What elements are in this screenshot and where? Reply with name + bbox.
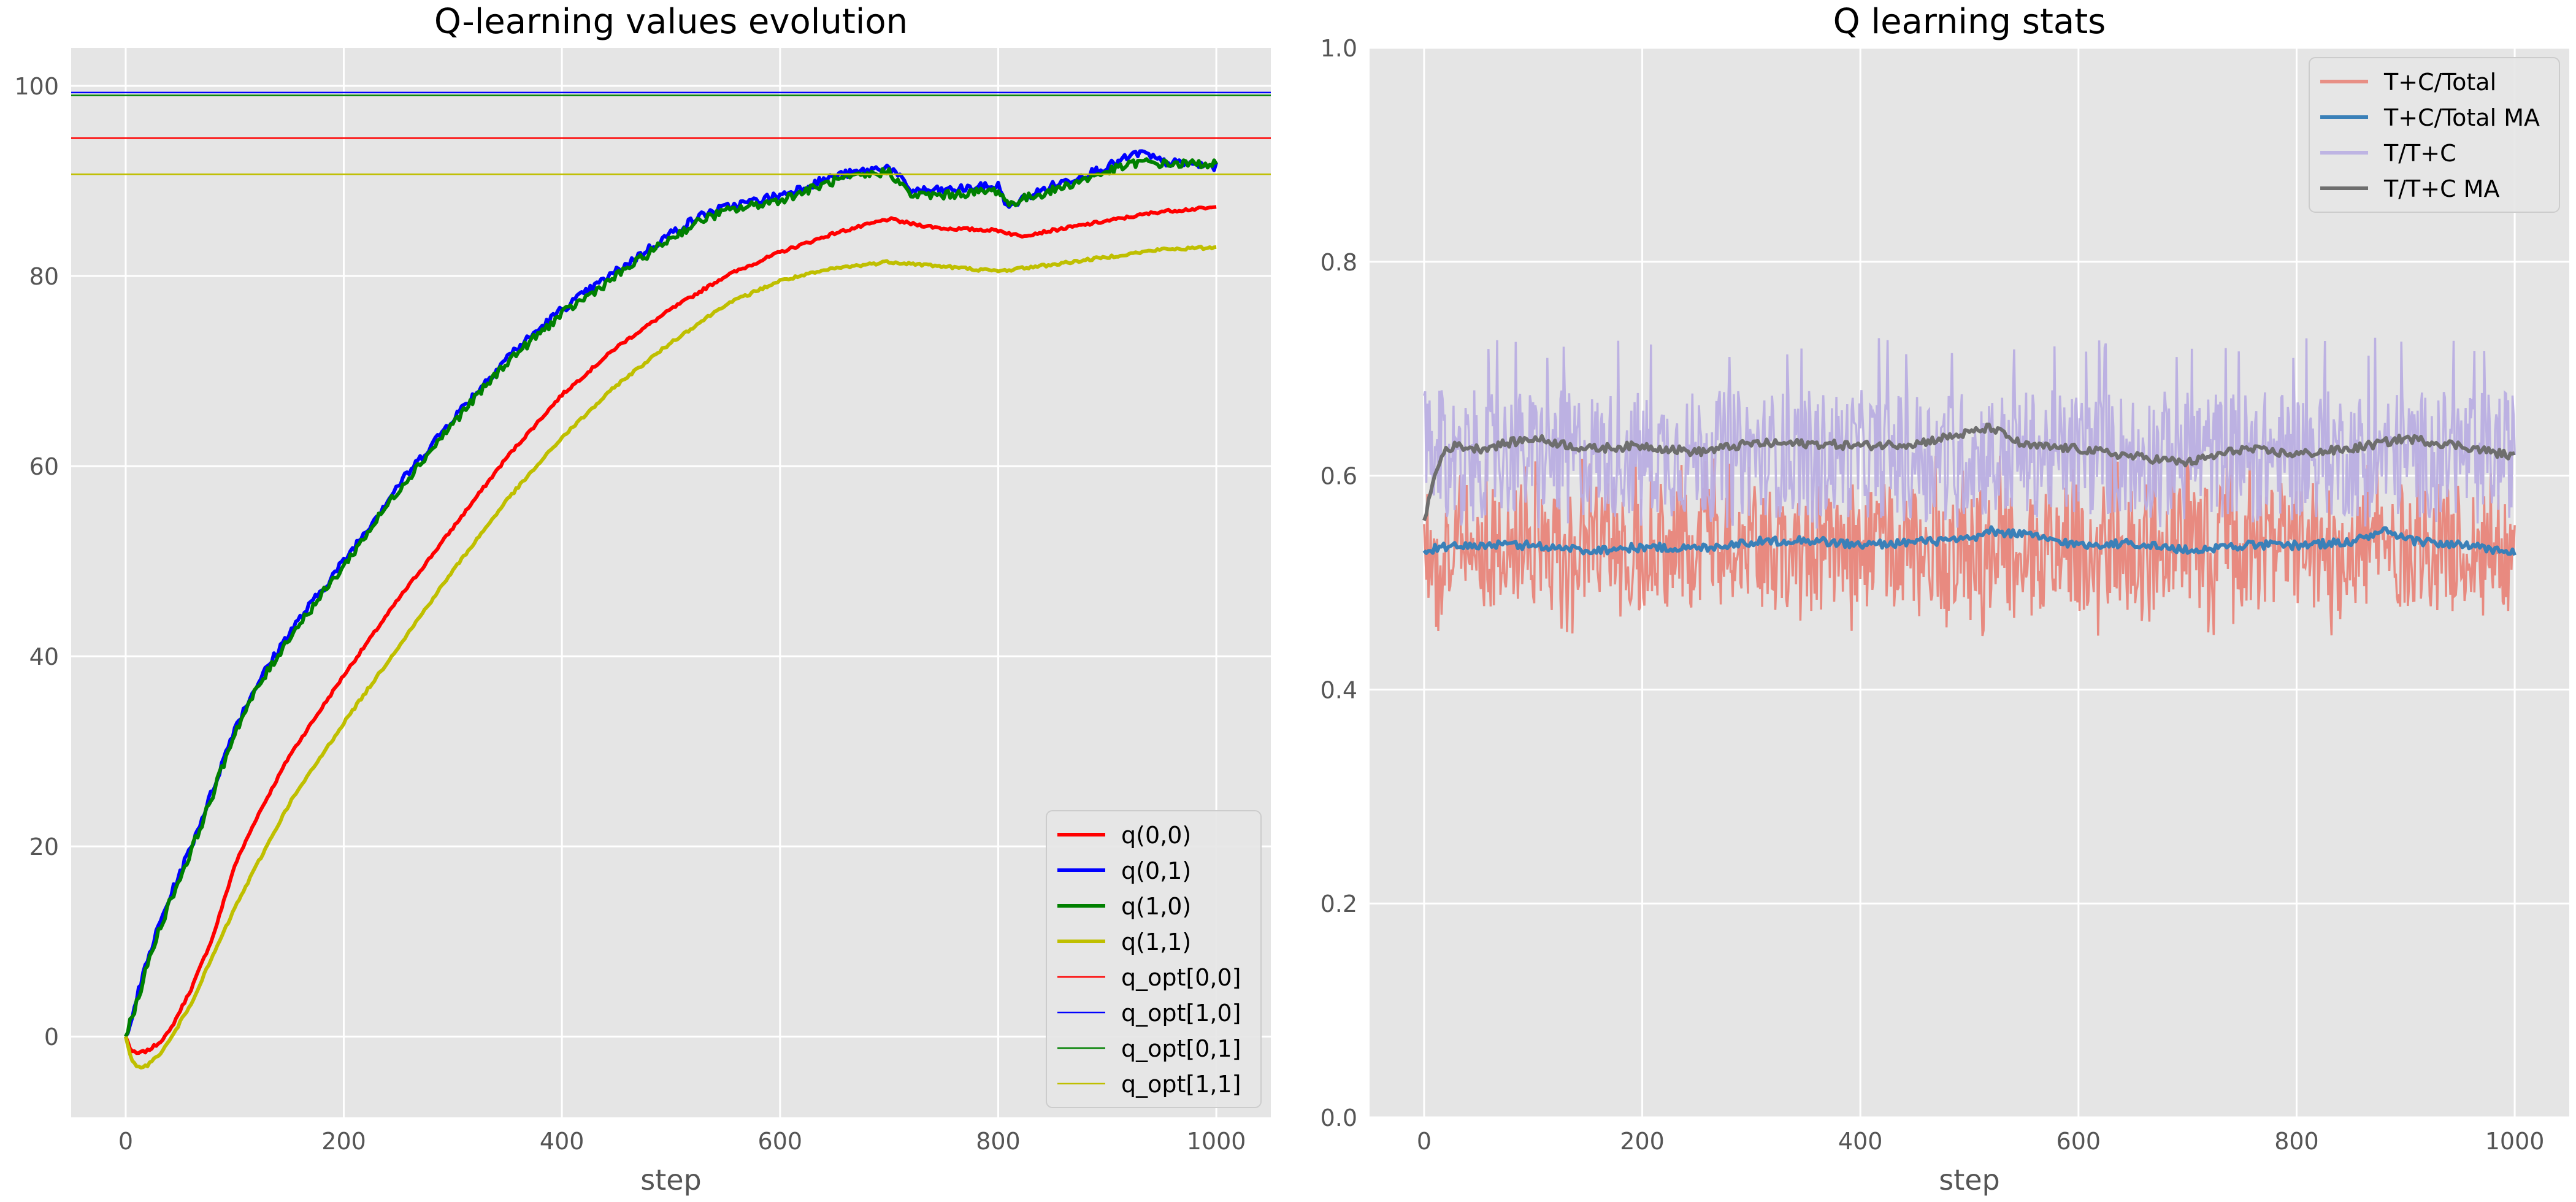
chart-title: Q learning stats <box>1833 2 2106 42</box>
legend: q(0,0) q(0,1) q(1,0) q(1,1) q_opt[0,0] q_opt[… <box>1046 810 1262 1108</box>
q-1-1-line <box>123 245 1217 1070</box>
legend-box <box>1046 810 1262 1108</box>
stats-chart: 0 200 400 600 800 1000 0.0 0.2 0.4 0.6 0.8 1.0 Q le… <box>1321 2 2569 1196</box>
y-tick-label: 100 <box>14 73 59 100</box>
legend-label: q_opt[0,1] <box>1121 1035 1241 1062</box>
x-tick-label: 800 <box>976 1128 1021 1155</box>
y-tick-label: 0 <box>44 1024 59 1051</box>
legend-label: q(1,0) <box>1121 893 1191 920</box>
legend-label: q(1,1) <box>1121 928 1191 955</box>
legend-label: T/T+C MA <box>2383 175 2499 202</box>
legend-box <box>2309 57 2560 213</box>
legend-label: q_opt[1,1] <box>1121 1071 1241 1098</box>
legend-label: T/T+C <box>2383 140 2456 167</box>
x-tick-label: 800 <box>2274 1128 2319 1155</box>
legend-label: T+C/Total MA <box>2383 104 2540 131</box>
legend: T+C/Total T+C/Total MA T/T+C T/T+C MA <box>2309 57 2560 213</box>
chart-title: Q-learning values evolution <box>434 2 908 42</box>
y-tick-label: 1.0 <box>1321 35 1357 62</box>
y-tick-label: 40 <box>29 643 59 670</box>
q-0-0-line <box>124 205 1217 1055</box>
x-axis-label: step <box>1939 1163 2000 1196</box>
y-tick-label: 0.2 <box>1321 890 1357 917</box>
y-tick-label: 80 <box>29 263 59 290</box>
q-1-0-line <box>124 157 1218 1038</box>
y-tick-label: 0.6 <box>1321 463 1357 490</box>
q-values-chart: 0 200 400 600 800 1000 0 20 40 60 80 100 Q-learning… <box>14 2 1271 1196</box>
x-tick-label: 200 <box>1620 1128 1665 1155</box>
series-layer <box>71 91 1271 1070</box>
q-0-1-line <box>124 149 1218 1038</box>
y-tick-label: 60 <box>29 453 59 480</box>
tick-labels: 0 200 400 600 800 1000 0.0 0.2 0.4 0.6 0.8 1.0 <box>1321 35 2545 1155</box>
x-tick-label: 0 <box>118 1128 133 1155</box>
legend-label: T+C/Total <box>2383 69 2496 96</box>
legend-label: q_opt[0,0] <box>1121 964 1241 991</box>
x-tick-label: 400 <box>1838 1128 1883 1155</box>
y-tick-label: 0.8 <box>1321 249 1357 276</box>
tick-labels: 0 200 400 600 800 1000 0 20 40 60 80 100 <box>14 73 1246 1155</box>
x-tick-label: 0 <box>1417 1128 1432 1155</box>
legend-label: q(0,1) <box>1121 857 1191 884</box>
series-layer <box>1422 337 2517 637</box>
x-tick-label: 200 <box>321 1128 366 1155</box>
x-tick-label: 600 <box>2057 1128 2101 1155</box>
y-tick-label: 0.0 <box>1321 1104 1357 1131</box>
y-tick-label: 20 <box>29 833 59 860</box>
legend-label: q(0,0) <box>1121 822 1191 849</box>
x-tick-label: 600 <box>758 1128 803 1155</box>
legend-label: q_opt[1,0] <box>1121 1000 1241 1027</box>
x-tick-label: 1000 <box>2485 1128 2545 1155</box>
t-t-c-ma-line <box>1422 423 2516 521</box>
x-tick-label: 400 <box>540 1128 585 1155</box>
y-tick-label: 0.4 <box>1321 676 1357 703</box>
t-c-total-ma-line <box>1422 525 2517 556</box>
x-axis-label: step <box>640 1163 702 1196</box>
t-t-c-line <box>1423 337 2516 529</box>
x-tick-label: 1000 <box>1187 1128 1246 1155</box>
